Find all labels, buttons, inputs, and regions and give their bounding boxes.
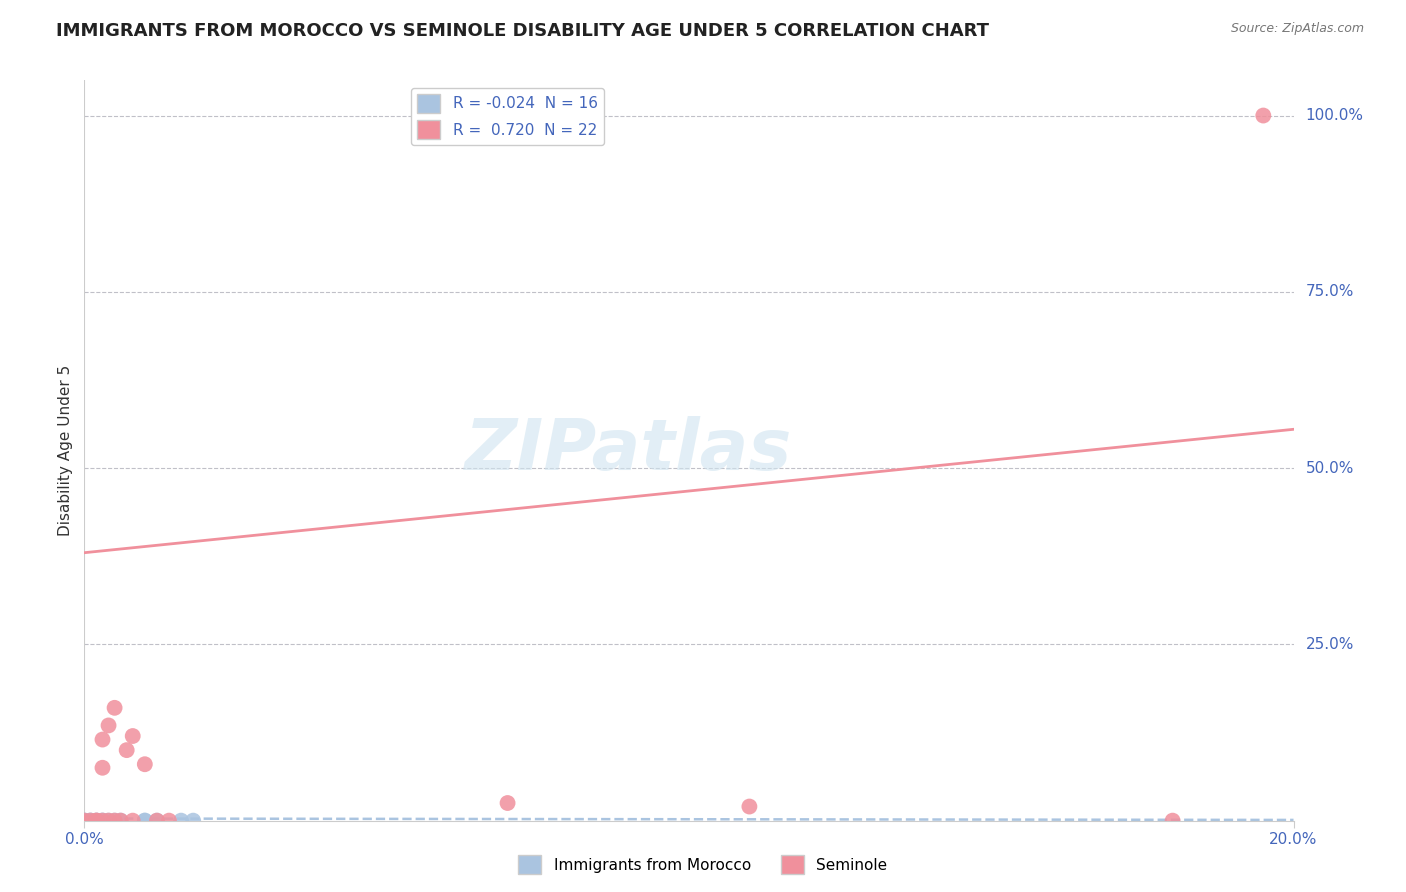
Text: 75.0%: 75.0% <box>1306 285 1354 300</box>
Point <box>73 814 96 828</box>
Legend: Immigrants from Morocco, Seminole: Immigrants from Morocco, Seminole <box>512 849 894 880</box>
Point <box>104 814 127 828</box>
Point <box>134 814 156 828</box>
Text: 25.0%: 25.0% <box>1306 637 1354 652</box>
Point <box>91 814 114 828</box>
Point <box>97 814 120 828</box>
Text: IMMIGRANTS FROM MOROCCO VS SEMINOLE DISABILITY AGE UNDER 5 CORRELATION CHART: IMMIGRANTS FROM MOROCCO VS SEMINOLE DISA… <box>56 22 990 40</box>
Point <box>86 814 108 828</box>
Point <box>91 814 114 828</box>
Point <box>73 814 96 828</box>
Point <box>496 796 519 810</box>
Point <box>110 814 132 828</box>
Point <box>121 814 143 828</box>
Point <box>104 701 127 715</box>
Text: 50.0%: 50.0% <box>1306 460 1354 475</box>
Point <box>738 799 761 814</box>
Point <box>170 814 193 828</box>
Point <box>134 757 156 772</box>
Y-axis label: Disability Age Under 5: Disability Age Under 5 <box>58 365 73 536</box>
Point <box>134 814 156 828</box>
Point <box>86 814 108 828</box>
Point <box>110 814 132 828</box>
Point <box>86 814 108 828</box>
Point <box>181 814 204 828</box>
Point <box>73 814 96 828</box>
Point <box>86 814 108 828</box>
Text: Source: ZipAtlas.com: Source: ZipAtlas.com <box>1230 22 1364 36</box>
Point <box>146 814 169 828</box>
Point <box>146 814 169 828</box>
Point <box>79 814 101 828</box>
Point <box>104 814 127 828</box>
Point <box>157 814 180 828</box>
Point <box>97 718 120 732</box>
Point <box>91 732 114 747</box>
Point <box>1161 814 1184 828</box>
Text: 100.0%: 100.0% <box>1306 108 1364 123</box>
Point <box>115 743 138 757</box>
Point <box>1251 109 1274 123</box>
Point <box>79 814 101 828</box>
Point <box>91 761 114 775</box>
Point <box>97 814 120 828</box>
Text: ZIPatlas: ZIPatlas <box>465 416 792 485</box>
Point <box>91 814 114 828</box>
Point <box>79 814 101 828</box>
Point <box>121 729 143 743</box>
Legend: R = -0.024  N = 16, R =  0.720  N = 22: R = -0.024 N = 16, R = 0.720 N = 22 <box>412 88 603 145</box>
